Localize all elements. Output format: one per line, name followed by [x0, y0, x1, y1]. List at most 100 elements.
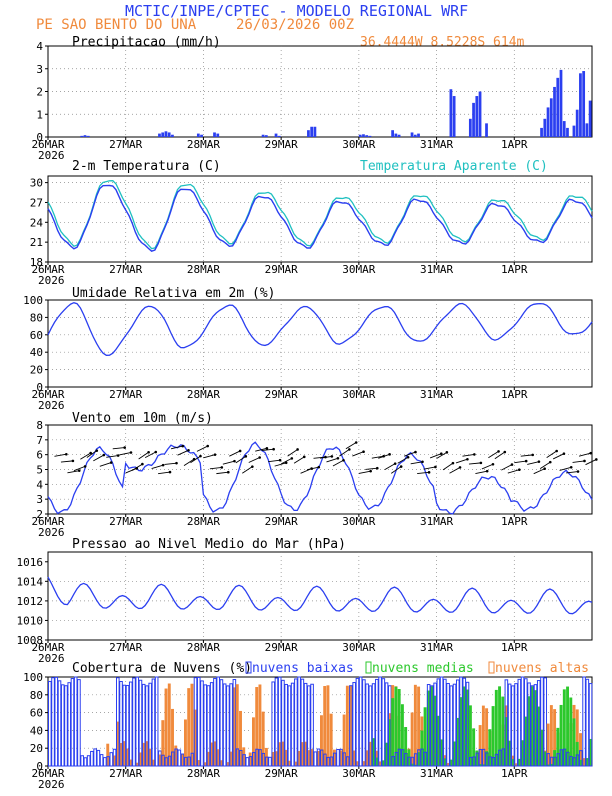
x-tick-label: 27MAR: [109, 388, 142, 401]
cloud-bar-low: [498, 749, 502, 767]
cloud-bar-low: [132, 677, 136, 767]
x-tick-label: 31MAR: [420, 388, 453, 401]
cloud-bar-low: [384, 682, 389, 767]
cloud-bar-mid: [588, 738, 592, 766]
x-tick-label: 28MAR: [187, 263, 220, 276]
precip-bar: [556, 77, 560, 137]
cloud-bar-mid: [520, 740, 524, 766]
wind-arrow-head: [369, 469, 372, 473]
cloud-bar-high: [235, 684, 239, 766]
cloud-bar-high: [332, 749, 336, 766]
wind-arrow: [138, 451, 149, 460]
cloud-bar-low: [60, 684, 65, 767]
cloud-bar-mid: [420, 730, 424, 766]
wind-arrow: [86, 450, 98, 458]
y-tick-label: 4: [36, 478, 43, 491]
wind-arrow-head: [226, 470, 230, 474]
wind-arrow-head: [543, 467, 546, 471]
cloud-bar-high: [190, 683, 194, 766]
cloud-bar-high: [287, 760, 291, 766]
cloud-bar-low: [433, 682, 437, 767]
cloud-bar-high: [226, 762, 230, 766]
cloud-legend-box-low: [245, 661, 252, 674]
rh-line: [47, 302, 593, 356]
cloud-bar-mid: [426, 690, 430, 766]
x-tick-label: 30MAR: [342, 767, 375, 780]
wind-arrow: [170, 445, 183, 450]
wind-arrow-head: [569, 466, 573, 469]
wind-arrow-head: [272, 447, 275, 451]
cloud-bar-mid: [375, 757, 378, 766]
cloud-bar-high: [255, 687, 259, 766]
cloud-bar-low: [261, 752, 266, 767]
y-tick-label: 2: [36, 86, 43, 99]
y-tick-label: 2: [36, 508, 43, 521]
cloud-bar-low: [106, 756, 110, 767]
cloud-bar-low: [90, 750, 94, 767]
cloud-bar-high: [219, 760, 223, 766]
cloud-bar-mid: [433, 695, 437, 766]
wind-arrow: [546, 450, 557, 459]
wind-arrow: [93, 454, 105, 462]
wind-arrow: [248, 457, 260, 463]
y-tick-label: 1014: [17, 575, 44, 588]
temp-title: 2-m Temperatura (C): [72, 159, 221, 174]
wind-arrow-head: [168, 470, 172, 474]
cloud-bar-high: [184, 719, 187, 766]
cloud-bar-low: [258, 749, 263, 767]
x-tick-label: 27MAR: [109, 263, 142, 276]
wind-arrow: [177, 449, 189, 456]
wind-arrow-head: [302, 455, 306, 459]
cloud-bar-low: [141, 683, 146, 767]
cloud-bar-mid: [400, 704, 404, 766]
x-tick-label: 28MAR: [187, 641, 220, 654]
precip-bar: [264, 135, 268, 137]
wind-arrow: [462, 453, 475, 457]
cloud-bar-low: [478, 748, 483, 767]
wind-arrow-head: [531, 453, 534, 457]
cloud-bar-low: [420, 748, 424, 767]
x-year-label: 2026: [38, 652, 65, 665]
cloud-bar-high: [151, 759, 155, 766]
y-tick-label: 100: [23, 294, 43, 307]
wind-arrow: [190, 455, 201, 464]
cloud-bar-high: [239, 710, 242, 766]
x-tick-label: 27MAR: [109, 515, 142, 528]
cloud-bar-low: [248, 756, 253, 767]
y-tick-label: 100: [23, 671, 43, 684]
cloud-bar-low: [462, 677, 467, 767]
cloud-bar-low: [196, 676, 201, 767]
cloud-bar-high: [481, 705, 485, 766]
wind-arrow-head: [290, 457, 294, 460]
cloud-bar-high: [294, 761, 298, 766]
cloud-bar-low: [439, 676, 444, 767]
cloud-bar-low: [365, 683, 369, 767]
wind-arrow-head: [220, 466, 224, 469]
cloud-bar-low: [281, 679, 285, 767]
cloud-bar-low: [575, 754, 580, 767]
cloud-bar-low: [546, 753, 551, 767]
cloud-bar-low: [239, 749, 243, 767]
cloud-bar-low: [122, 684, 127, 767]
cloud-bar-mid: [478, 764, 482, 766]
cloud-bar-mid: [413, 764, 417, 766]
wind-arrow-head: [71, 459, 75, 463]
cloud-bar-low: [190, 752, 195, 767]
wind-arrow-head: [362, 450, 365, 454]
wind-arrow-head: [537, 460, 541, 463]
cloud-bar-low: [252, 752, 256, 767]
x-tick-label: 26MAR: [31, 388, 64, 401]
x-tick-label: 30MAR: [342, 515, 375, 528]
wind-arrow-head: [485, 469, 489, 473]
clouds-legend-mid: nuvens medias: [372, 661, 474, 676]
cloud-bar-high: [106, 743, 110, 766]
x-tick-label: 28MAR: [187, 138, 220, 151]
precip-bar: [572, 125, 576, 137]
y-tick-label: 4: [36, 40, 43, 53]
y-tick-label: 1008: [17, 634, 44, 647]
wind-arrow-head: [510, 463, 514, 466]
cloud-bar-low: [394, 751, 399, 767]
y-tick-label: 1010: [17, 614, 44, 627]
cloud-bar-high: [248, 752, 252, 766]
